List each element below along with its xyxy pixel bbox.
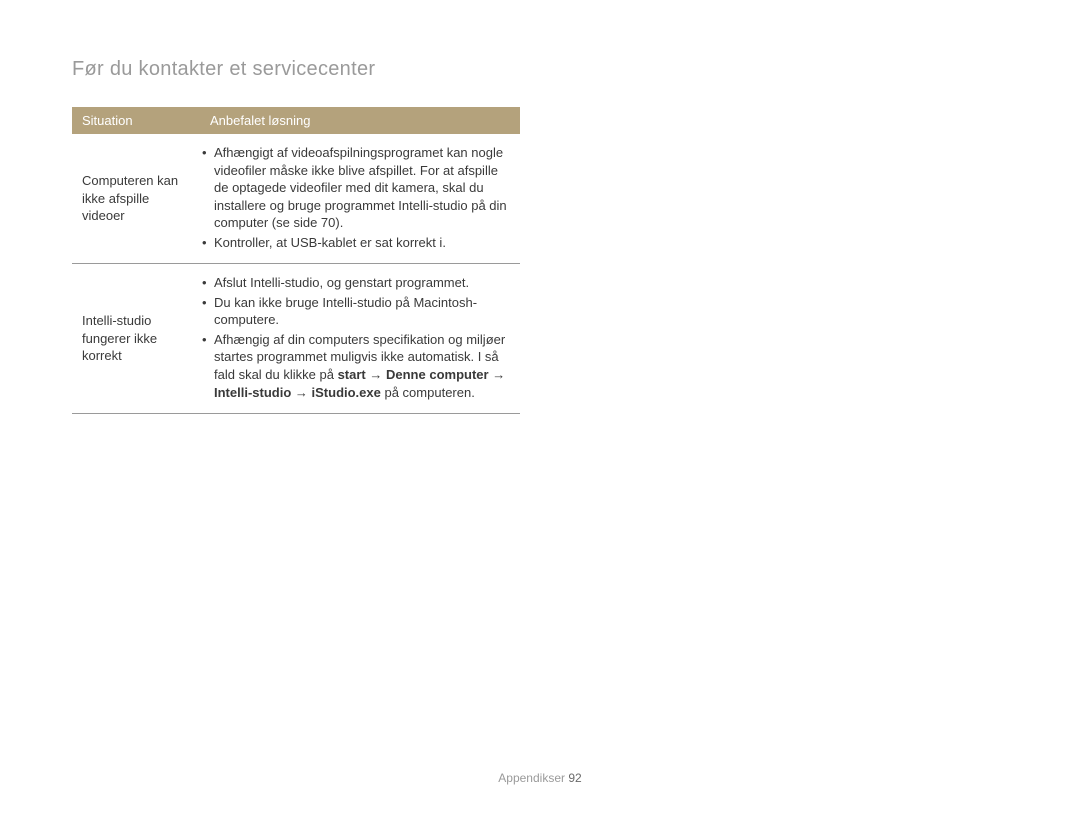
footer: Appendikser 92 <box>0 771 1080 785</box>
footer-pagenum: 92 <box>568 771 581 785</box>
solution-cell: Afslut Intelli-studio, og genstart progr… <box>200 264 520 414</box>
table-row: Intelli-studio fungerer ikke korrekt Afs… <box>72 264 520 414</box>
header-situation: Situation <box>72 107 200 134</box>
situation-cell: Computeren kan ikke afspille videoer <box>72 134 200 264</box>
header-solution: Anbefalet løsning <box>200 107 520 134</box>
bullet-item: Afhængig af din computers specifikation … <box>200 331 512 401</box>
table-row: Computeren kan ikke afspille videoer Afh… <box>72 134 520 264</box>
bullet-item: Du kan ikke bruge Intelli-studio på Maci… <box>200 294 512 329</box>
footer-label: Appendikser <box>498 771 565 785</box>
bullet-list: Afslut Intelli-studio, og genstart progr… <box>200 274 512 401</box>
bullet-item: Kontroller, at USB-kablet er sat korrekt… <box>200 234 512 252</box>
bullet-item: Afhængigt af videoafspilningsprogramet k… <box>200 144 512 232</box>
troubleshoot-table: Situation Anbefalet løsning Computeren k… <box>72 107 520 414</box>
bullet-item: Afslut Intelli-studio, og genstart progr… <box>200 274 512 292</box>
bullet-list: Afhængigt af videoafspilningsprogramet k… <box>200 144 512 251</box>
page-title: Før du kontakter et servicecenter <box>72 58 1008 81</box>
situation-cell: Intelli-studio fungerer ikke korrekt <box>72 264 200 414</box>
solution-cell: Afhængigt af videoafspilningsprogramet k… <box>200 134 520 264</box>
table-header-row: Situation Anbefalet løsning <box>72 107 520 134</box>
